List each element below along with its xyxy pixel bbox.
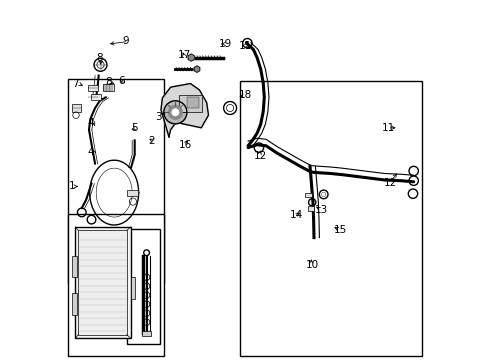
Text: 2: 2 xyxy=(148,136,154,146)
Text: 14: 14 xyxy=(289,210,302,220)
Text: 15: 15 xyxy=(333,225,346,235)
Text: 16: 16 xyxy=(179,140,192,150)
Text: 9: 9 xyxy=(122,36,129,46)
Bar xyxy=(239,81,421,356)
Circle shape xyxy=(163,101,186,124)
Text: 13: 13 xyxy=(314,204,327,215)
Bar xyxy=(87,85,98,91)
Text: 10: 10 xyxy=(305,260,318,270)
Bar xyxy=(142,331,151,336)
FancyBboxPatch shape xyxy=(75,227,131,338)
Text: 8: 8 xyxy=(104,77,111,87)
Bar xyxy=(91,94,101,100)
Text: 19: 19 xyxy=(218,39,231,49)
Bar xyxy=(72,256,77,277)
Bar xyxy=(72,104,81,112)
Bar xyxy=(78,230,126,335)
Text: 18: 18 xyxy=(239,90,252,100)
Text: 8: 8 xyxy=(96,53,102,63)
Circle shape xyxy=(168,105,182,120)
Text: 17: 17 xyxy=(178,50,191,60)
Text: 11: 11 xyxy=(381,123,394,133)
Bar xyxy=(127,229,160,344)
Bar xyxy=(179,95,202,112)
Bar xyxy=(186,97,199,108)
Text: 3: 3 xyxy=(155,112,162,122)
Bar xyxy=(103,84,114,91)
Bar xyxy=(127,190,137,196)
Text: 4: 4 xyxy=(88,118,94,128)
Text: 1: 1 xyxy=(69,181,75,192)
Bar xyxy=(72,293,77,315)
Bar xyxy=(307,206,313,211)
Bar xyxy=(68,214,163,356)
Bar xyxy=(305,193,311,197)
Polygon shape xyxy=(161,84,208,137)
Circle shape xyxy=(171,109,179,116)
Text: 6: 6 xyxy=(118,76,124,86)
Text: 11: 11 xyxy=(239,41,252,51)
Text: 7: 7 xyxy=(72,78,79,89)
Bar xyxy=(131,277,135,299)
Text: 4: 4 xyxy=(88,147,94,157)
Bar xyxy=(68,79,163,283)
Text: 12: 12 xyxy=(384,178,397,188)
Text: 5: 5 xyxy=(131,123,138,133)
Text: 12: 12 xyxy=(253,150,266,161)
